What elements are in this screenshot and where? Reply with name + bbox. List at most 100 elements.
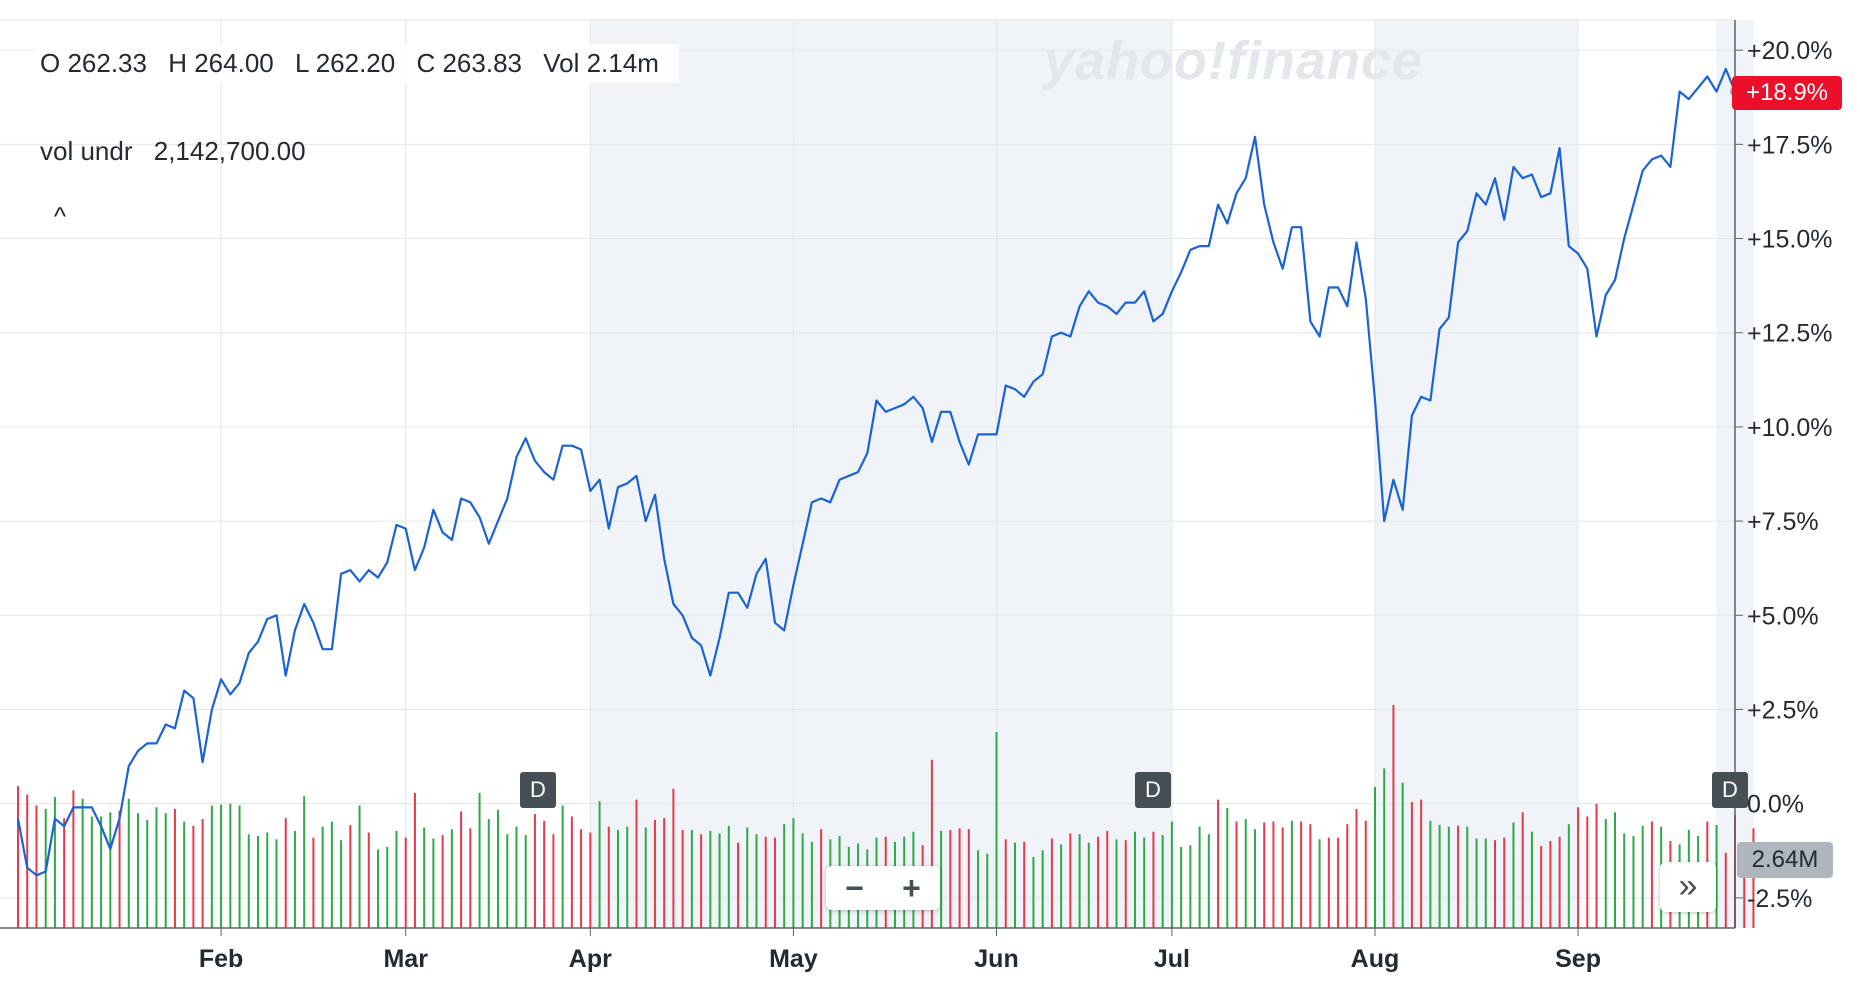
volume-bar bbox=[930, 759, 933, 928]
data-point bbox=[571, 445, 573, 447]
volume-bar bbox=[626, 826, 629, 928]
data-point bbox=[857, 471, 859, 473]
volume-bar bbox=[1309, 824, 1312, 928]
volume-bar bbox=[1457, 825, 1460, 928]
data-point bbox=[1383, 520, 1385, 522]
data-point bbox=[1180, 271, 1182, 273]
volume-bar bbox=[1650, 821, 1653, 928]
data-point bbox=[1402, 509, 1404, 511]
data-point bbox=[192, 697, 194, 699]
volume-bar bbox=[1263, 822, 1266, 928]
volume-bar bbox=[820, 829, 823, 928]
volume-bar bbox=[423, 827, 426, 928]
data-point bbox=[1051, 335, 1053, 337]
volume-bar bbox=[1392, 705, 1395, 928]
volume-bar bbox=[1106, 830, 1109, 928]
volume-bar bbox=[1364, 820, 1367, 928]
data-point bbox=[1226, 222, 1228, 224]
data-point bbox=[460, 497, 462, 499]
data-point bbox=[220, 678, 222, 680]
volume-bar bbox=[940, 830, 943, 928]
data-point bbox=[1660, 155, 1662, 157]
data-point bbox=[1512, 166, 1514, 168]
data-point bbox=[91, 806, 93, 808]
data-point bbox=[534, 460, 536, 462]
data-point bbox=[894, 407, 896, 409]
data-point bbox=[737, 592, 739, 594]
x-tick-label: Jun bbox=[974, 945, 1018, 973]
data-point bbox=[368, 569, 370, 571]
data-point bbox=[442, 531, 444, 533]
y-tick-label: +17.5% bbox=[1747, 131, 1833, 159]
data-point bbox=[72, 806, 74, 808]
volume-bar bbox=[709, 830, 712, 928]
collapse-legend-button[interactable]: ^ bbox=[53, 201, 67, 231]
data-point bbox=[1319, 335, 1321, 337]
ohlc-legend: O 262.33 H 264.00 L 262.20 C 263.83 Vol … bbox=[34, 44, 679, 83]
data-point bbox=[248, 652, 250, 654]
data-point bbox=[617, 486, 619, 488]
low-value: L 262.20 bbox=[294, 48, 396, 78]
volume-bar bbox=[109, 812, 112, 928]
data-point bbox=[922, 407, 924, 409]
data-point bbox=[386, 562, 388, 564]
data-point bbox=[682, 614, 684, 616]
volume-bar bbox=[967, 829, 970, 928]
data-point bbox=[700, 644, 702, 646]
volume-bar bbox=[1226, 808, 1229, 928]
data-point bbox=[1152, 320, 1154, 322]
data-point bbox=[1429, 400, 1431, 402]
zoom-out-button[interactable]: − bbox=[845, 870, 864, 906]
volume-bar bbox=[1540, 846, 1543, 928]
data-point bbox=[1457, 241, 1459, 243]
data-point bbox=[1614, 279, 1616, 281]
data-point bbox=[54, 818, 56, 820]
data-point bbox=[1716, 91, 1718, 93]
volume-bar bbox=[1318, 839, 1321, 928]
dividend-flag-icon[interactable]: D bbox=[520, 772, 556, 808]
volume-bar bbox=[1050, 838, 1053, 928]
data-point bbox=[949, 411, 951, 413]
data-point bbox=[1069, 335, 1071, 337]
zoom-controls: − + bbox=[826, 866, 940, 910]
y-tick-label: +10.0% bbox=[1747, 414, 1833, 442]
data-point bbox=[128, 765, 130, 767]
data-point bbox=[137, 750, 139, 752]
volume-bar bbox=[764, 836, 767, 928]
volume-bar bbox=[1586, 816, 1589, 928]
volume-bar bbox=[1429, 820, 1432, 928]
volume-bar bbox=[746, 827, 749, 928]
volume-bar bbox=[1604, 819, 1607, 928]
dividend-flag-icon[interactable]: D bbox=[1712, 772, 1748, 808]
data-point bbox=[285, 675, 287, 677]
zoom-in-button[interactable]: + bbox=[902, 870, 921, 906]
volume-bar bbox=[330, 821, 333, 928]
volume-bar bbox=[1530, 831, 1533, 928]
x-tick-label: Apr bbox=[569, 945, 612, 973]
data-point bbox=[239, 682, 241, 684]
data-point bbox=[515, 456, 517, 458]
volume-bar bbox=[1632, 835, 1635, 928]
volume-bar bbox=[349, 824, 352, 928]
data-point bbox=[1134, 302, 1136, 304]
data-point bbox=[331, 648, 333, 650]
volume-bar bbox=[72, 790, 75, 928]
data-point bbox=[1374, 400, 1376, 402]
data-point bbox=[165, 724, 167, 726]
volume-bar bbox=[524, 835, 527, 928]
y-tick-label: +5.0% bbox=[1747, 602, 1819, 630]
data-point bbox=[719, 637, 721, 639]
data-point bbox=[469, 501, 471, 503]
volume-bar bbox=[690, 830, 693, 928]
scroll-to-latest-button[interactable]: » bbox=[1660, 862, 1716, 912]
data-point bbox=[183, 690, 185, 692]
dividend-flag-icon[interactable]: D bbox=[1135, 772, 1171, 808]
volume-bar bbox=[1521, 812, 1524, 928]
data-point bbox=[848, 475, 850, 477]
data-point bbox=[903, 403, 905, 405]
volume-bar bbox=[192, 825, 195, 928]
volume-bar bbox=[284, 818, 287, 928]
data-point bbox=[654, 494, 656, 496]
data-point bbox=[26, 867, 28, 869]
